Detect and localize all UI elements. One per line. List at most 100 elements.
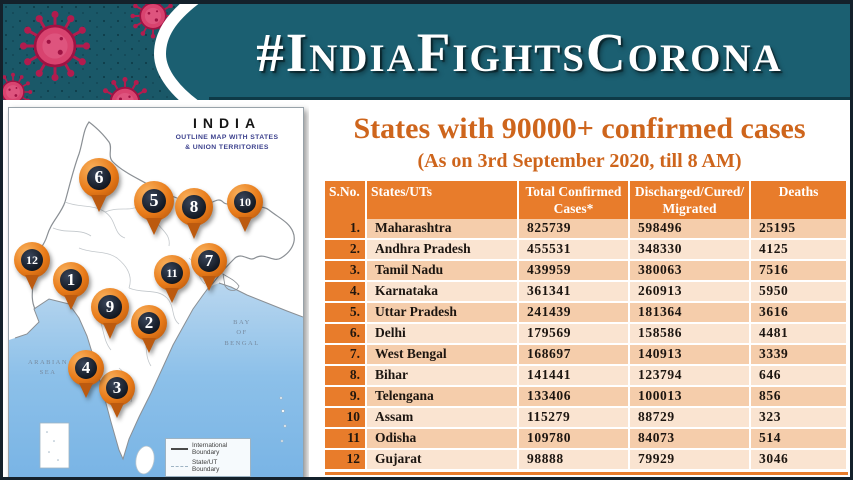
header-cell-deaths: Deaths	[751, 180, 846, 220]
map-legend: International Boundary State/UT Boundary	[165, 438, 251, 477]
page-subtitle: (As on 3rd September 2020, till 8 AM)	[417, 149, 742, 172]
state-cell: Odisha	[367, 428, 517, 448]
table-row: 11 Odisha 109780 84073 514	[325, 428, 848, 448]
map-pin: 12	[14, 242, 50, 293]
map-pin: 7	[191, 243, 227, 294]
pin-number: 6	[86, 165, 112, 191]
deaths-cell: 646	[751, 365, 846, 385]
table-row: 1. Maharashtra 825739 598496 25195	[325, 218, 848, 238]
confirmed-cell: 455531	[519, 239, 628, 259]
pin-tail	[64, 295, 78, 313]
sno-cell: 9.	[325, 386, 365, 406]
pin-balloon: 9	[91, 288, 129, 326]
confirmed-cell: 141441	[519, 365, 628, 385]
map-pin: 10	[227, 184, 263, 235]
discharged-cell: 88729	[630, 407, 749, 427]
header-banner: #IndiaFightsCorona	[3, 4, 850, 100]
map-pin: 6	[79, 158, 119, 215]
virus-decoration	[3, 4, 209, 100]
table-row: 10 Assam 115279 88729 323	[325, 407, 848, 427]
pin-balloon: 11	[154, 255, 190, 291]
discharged-cell: 158586	[630, 323, 749, 343]
state-cell: Tamil Nadu	[367, 260, 517, 280]
table-row: 5. Uttar Pradesh 241439 181364 3616	[325, 302, 848, 322]
sno-cell: 8.	[325, 365, 365, 385]
confirmed-cell: 168697	[519, 344, 628, 364]
state-cell: Gujarat	[367, 449, 517, 469]
pin-number: 12	[20, 248, 44, 272]
discharged-cell: 79929	[630, 449, 749, 469]
state-cell: Assam	[367, 407, 517, 427]
pin-balloon: 2	[131, 305, 167, 341]
map-subtitle: OUTLINE MAP WITH STATES & UNION TERRITOR…	[175, 134, 279, 152]
deaths-cell: 856	[751, 386, 846, 406]
header-cell-discharged: Discharged/Cured/ Migrated	[630, 180, 749, 220]
discharged-cell: 140913	[630, 344, 749, 364]
map-pin: 2	[131, 305, 167, 356]
confirmed-cell: 179569	[519, 323, 628, 343]
pin-tail	[79, 383, 93, 401]
table-row: 3. Tamil Nadu 439959 380063 7516	[325, 260, 848, 280]
confirmed-cell: 361341	[519, 281, 628, 301]
sno-cell: 12	[325, 449, 365, 469]
banner-title: #IndiaFightsCorona	[256, 21, 783, 83]
pin-number: 1	[59, 268, 83, 292]
pin-balloon: 6	[79, 158, 119, 198]
pin-balloon: 8	[175, 188, 213, 226]
pin-tail	[165, 288, 179, 306]
deaths-cell: 3616	[751, 302, 846, 322]
discharged-cell: 380063	[630, 260, 749, 280]
state-cell: Uttar Pradesh	[367, 302, 517, 322]
pin-balloon: 10	[227, 184, 263, 220]
sno-cell: 7.	[325, 344, 365, 364]
sno-cell: 3.	[325, 260, 365, 280]
solid-line-swatch	[171, 448, 188, 450]
deaths-cell: 514	[751, 428, 846, 448]
pin-number: 3	[105, 376, 129, 400]
pin-number: 2	[137, 311, 161, 335]
header-cell-sno: S.No.	[325, 180, 365, 220]
table-row: 4. Karnataka 361341 260913 5950	[325, 281, 848, 301]
cases-table: S.No. States/UTs Total Confirmed Cases* …	[325, 180, 848, 475]
deaths-cell: 7516	[751, 260, 846, 280]
pin-tail	[25, 275, 39, 293]
pin-tail	[202, 276, 216, 294]
map-pin: 8	[175, 188, 213, 242]
sno-cell: 11	[325, 428, 365, 448]
table-body: 1. Maharashtra 825739 598496 25195 2. Andhra P…	[325, 218, 848, 469]
table-row: 8. Bihar 141441 123794 646	[325, 365, 848, 385]
pin-number: 10	[233, 190, 257, 214]
confirmed-cell: 439959	[519, 260, 628, 280]
table-row: 12 Gujarat 98888 79929 3046	[325, 449, 848, 469]
table-row: 7. West Bengal 168697 140913 3339	[325, 344, 848, 364]
page-title: States with 90000+ confirmed cases	[353, 112, 806, 145]
pin-balloon: 3	[99, 370, 135, 406]
map-pin: 1	[53, 262, 89, 313]
map-title: INDIA	[192, 115, 262, 131]
confirmed-cell: 98888	[519, 449, 628, 469]
pin-tail	[187, 223, 201, 242]
map-pin: 11	[154, 255, 190, 306]
sno-cell: 10	[325, 407, 365, 427]
pin-tail	[146, 218, 162, 238]
discharged-cell: 348330	[630, 239, 749, 259]
map-pin: 9	[91, 288, 129, 342]
map-pin: 3	[99, 370, 135, 421]
state-cell: Telengana	[367, 386, 517, 406]
confirmed-cell: 115279	[519, 407, 628, 427]
discharged-cell: 181364	[630, 302, 749, 322]
map-pin: 4	[68, 350, 104, 401]
map-pins: 1 2 3 4 5 6 7 8 9 10 11 12	[9, 108, 303, 477]
pin-number: 7	[197, 249, 221, 273]
state-cell: Karnataka	[367, 281, 517, 301]
header-cell-state: States/UTs	[367, 180, 517, 220]
dashed-line-swatch	[171, 465, 188, 467]
discharged-cell: 100013	[630, 386, 749, 406]
state-cell: Bihar	[367, 365, 517, 385]
confirmed-cell: 109780	[519, 428, 628, 448]
legend-label: State/UT Boundary	[192, 459, 220, 473]
state-cell: Andhra Pradesh	[367, 239, 517, 259]
state-cell: Delhi	[367, 323, 517, 343]
pin-balloon: 7	[191, 243, 227, 279]
